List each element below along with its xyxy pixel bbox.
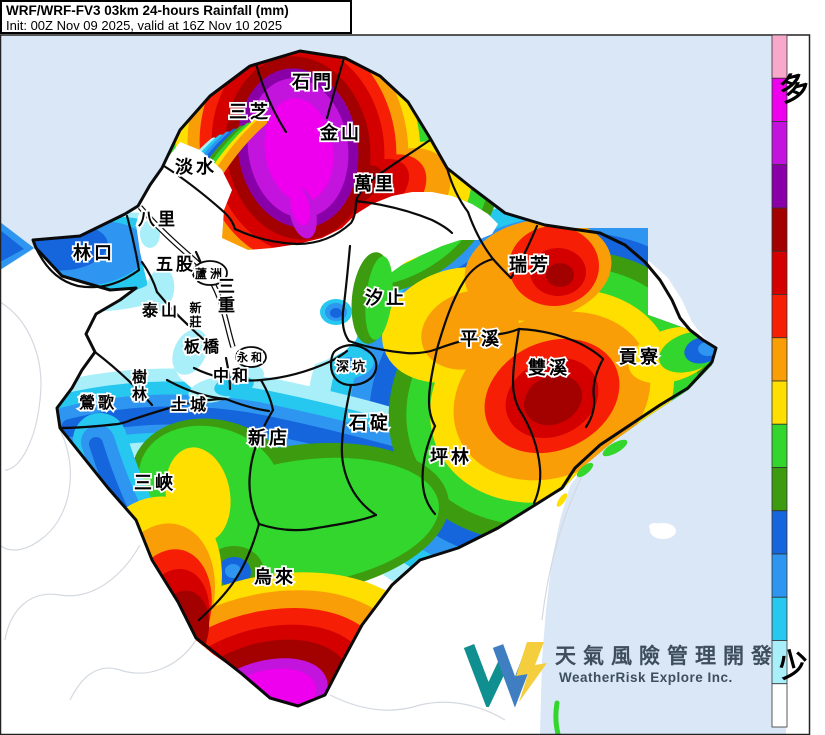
colorbar-cell-6 bbox=[771, 294, 788, 339]
coastal-slivers bbox=[553, 439, 676, 735]
district-label-6: 林口 bbox=[73, 242, 115, 263]
district-label-3: 淡水 bbox=[175, 156, 217, 177]
district-label-13: 永和 bbox=[236, 350, 265, 364]
district-label-19: 貢寮 bbox=[619, 346, 661, 367]
colorbar-cell-11 bbox=[771, 510, 788, 555]
district-borders bbox=[31, 49, 718, 708]
district-label-0: 石門 bbox=[291, 72, 334, 92]
district-label-15: 汐止 bbox=[365, 287, 407, 308]
colorbar-cell-8 bbox=[771, 380, 788, 425]
district-label-11: 新莊 bbox=[188, 300, 204, 329]
logo-company-name-en: WeatherRisk Explore Inc. bbox=[559, 670, 733, 685]
district-label-14: 中和 bbox=[213, 366, 251, 385]
rainfall-colorbar bbox=[771, 34, 788, 728]
district-label-10: 三重 bbox=[218, 277, 238, 315]
yonghe-outline bbox=[235, 346, 267, 368]
district-label-2: 金山 bbox=[319, 122, 362, 143]
district-label-1: 三芝 bbox=[229, 101, 271, 122]
district-label-18: 雙溪 bbox=[528, 357, 570, 378]
colorbar-cell-4 bbox=[771, 207, 788, 252]
colorbar-cell-0 bbox=[771, 34, 788, 79]
title-box: WRF/WRF-FV3 03km 24-hours Rainfall (mm) … bbox=[0, 0, 352, 34]
district-label-9: 泰山 bbox=[141, 301, 180, 320]
colorbar-cell-10 bbox=[771, 467, 788, 512]
district-label-26: 坪林 bbox=[430, 446, 472, 467]
map-title: WRF/WRF-FV3 03km 24-hours Rainfall (mm) bbox=[6, 3, 289, 18]
district-label-22: 鶯歌 bbox=[79, 393, 117, 412]
luzhou-outline bbox=[192, 260, 228, 286]
district-label-5: 八里 bbox=[138, 210, 178, 229]
offshore-west-rain bbox=[0, 222, 34, 270]
district-label-12: 板橋 bbox=[184, 337, 222, 356]
colorbar-cell-5 bbox=[771, 250, 788, 295]
district-label-17: 平溪 bbox=[460, 329, 502, 349]
ruifang-rain-cell bbox=[464, 219, 612, 321]
xizhi-band bbox=[320, 252, 393, 344]
colorbar-cell-15 bbox=[771, 683, 788, 728]
colorbar-backdrop bbox=[786, 35, 810, 735]
district-label-27: 三峽 bbox=[134, 472, 176, 493]
colorbar-cell-9 bbox=[771, 423, 788, 468]
weatherrisk-logo-mark bbox=[463, 642, 547, 711]
colorbar-cell-12 bbox=[771, 553, 788, 598]
faint-county-borders bbox=[0, 301, 586, 721]
district-label-20: 深坑 bbox=[336, 359, 368, 374]
district-label-7: 五股 bbox=[156, 255, 196, 274]
map-init-time: Init: 00Z Nov 09 2025, valid at 16Z Nov … bbox=[6, 18, 283, 33]
district-label-8: 蘆洲 bbox=[195, 266, 225, 281]
colorbar-cell-2 bbox=[771, 121, 788, 166]
district-label-25: 石碇 bbox=[348, 412, 391, 433]
district-label-24: 新店 bbox=[248, 427, 290, 448]
district-label-21: 樹林 bbox=[132, 368, 150, 403]
logo-company-name-zh: 天氣風險管理開發 bbox=[555, 645, 779, 668]
district-label-23: 土城 bbox=[171, 395, 209, 414]
weatherrisk-logo: 天氣風險管理開發 WeatherRisk Explore Inc. bbox=[455, 632, 785, 711]
colorbar-cell-7 bbox=[771, 337, 788, 382]
district-label-16: 瑞芳 bbox=[509, 254, 551, 275]
shenkeng-pocket bbox=[330, 349, 374, 379]
district-label-4: 萬里 bbox=[354, 174, 396, 194]
colorbar-cell-3 bbox=[771, 164, 788, 209]
district-label-28: 烏來 bbox=[254, 566, 296, 587]
